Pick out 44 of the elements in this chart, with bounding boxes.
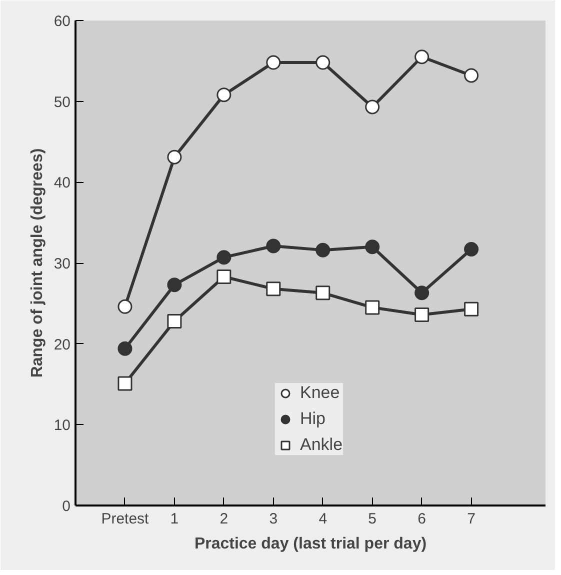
x-tick-label: 1 [170,510,179,528]
x-tick-label: Pretest [101,510,150,528]
y-tick-label: 30 [54,256,71,272]
x-tick-label: 5 [368,510,377,528]
y-tick-label: 20 [54,336,71,354]
point [316,55,330,70]
point [216,250,232,265]
point [316,242,330,258]
point [414,50,430,64]
legend-label: Knee [300,383,340,403]
point [266,55,281,70]
x-axis-title: Practice day (last trial per day) [194,536,427,552]
point [216,269,232,284]
x-tick-label: 7 [467,510,476,528]
y-tick-label: 50 [54,94,71,111]
y-tick-label: 0 [62,498,70,515]
point [216,88,232,102]
y-tick-label: 40 [54,174,71,192]
legend-label: Hip [300,409,326,429]
x-tick-label: 2 [220,510,228,528]
point [464,68,479,83]
point [118,376,132,391]
x-tick-label: 6 [418,510,426,528]
x-tick-label: 4 [318,510,328,528]
point [167,314,182,328]
point [118,299,132,314]
y-tick-label: 10 [54,417,71,434]
point [464,302,479,316]
y-tick-label: 60 [54,13,71,30]
point [167,150,182,164]
point [266,282,281,296]
point [266,238,281,254]
point [118,341,132,356]
point [414,307,430,322]
legend-label: Ankle [300,435,343,455]
point [167,278,182,292]
point [365,100,380,114]
point [414,286,430,300]
x-tick-label: 3 [269,510,278,528]
point [365,240,380,254]
point [316,286,330,300]
y-axis-title: Range of joint angle (degrees) [28,148,46,378]
point [365,300,380,315]
point [464,242,479,256]
